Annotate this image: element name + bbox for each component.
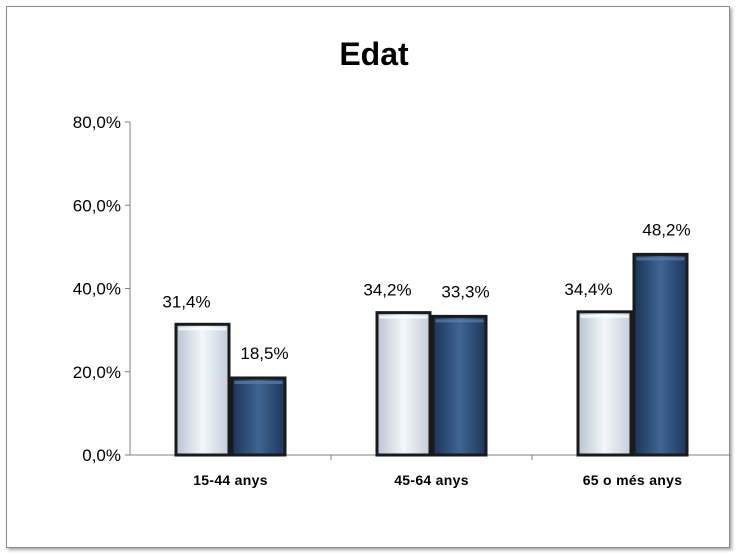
y-tick-label: 0,0% [82,446,121,465]
data-label: 33,3% [441,282,489,301]
bars [174,252,689,457]
data-label: 31,4% [162,292,210,311]
data-label: 34,2% [363,281,411,300]
bar-bevel [178,327,227,331]
bar-bevel [636,257,685,261]
bar-bevel [379,315,428,319]
bar [174,322,231,457]
bar-chart: Edat 0,0% 20,0% 40,0% 60,0% 80,0% 15-44 anys 4… [73,36,734,488]
data-label: 48,2% [642,220,690,239]
y-tick-label: 40,0% [73,280,121,299]
data-labels: 31,4% 18,5% 34,2% 33,3% 34,4% 48,2% [162,220,690,363]
bar [375,311,432,457]
x-tick-label: 65 o més anys [583,472,683,488]
chart-frame: Edat 0,0% 20,0% 40,0% 60,0% 80,0% 15-44 anys 4… [6,6,734,548]
bar [576,310,633,457]
x-tick-label: 45-64 anys [394,472,469,488]
axes: 0,0% 20,0% 40,0% 60,0% 80,0% 15-44 anys 45-64 … [73,113,734,488]
y-tick-label: 20,0% [73,363,121,382]
bar [230,376,287,457]
x-tick-label: 15-44 anys [193,472,268,488]
bar [632,252,689,457]
bar-bevel [435,319,484,323]
data-label: 34,4% [564,280,612,299]
chart-title: Edat [339,36,409,72]
y-tick-label: 80,0% [73,113,121,132]
bar [431,314,488,457]
bar-bevel [580,314,629,318]
y-tick-label: 60,0% [73,196,121,215]
data-label: 18,5% [240,344,288,363]
bar-bevel [234,380,283,384]
